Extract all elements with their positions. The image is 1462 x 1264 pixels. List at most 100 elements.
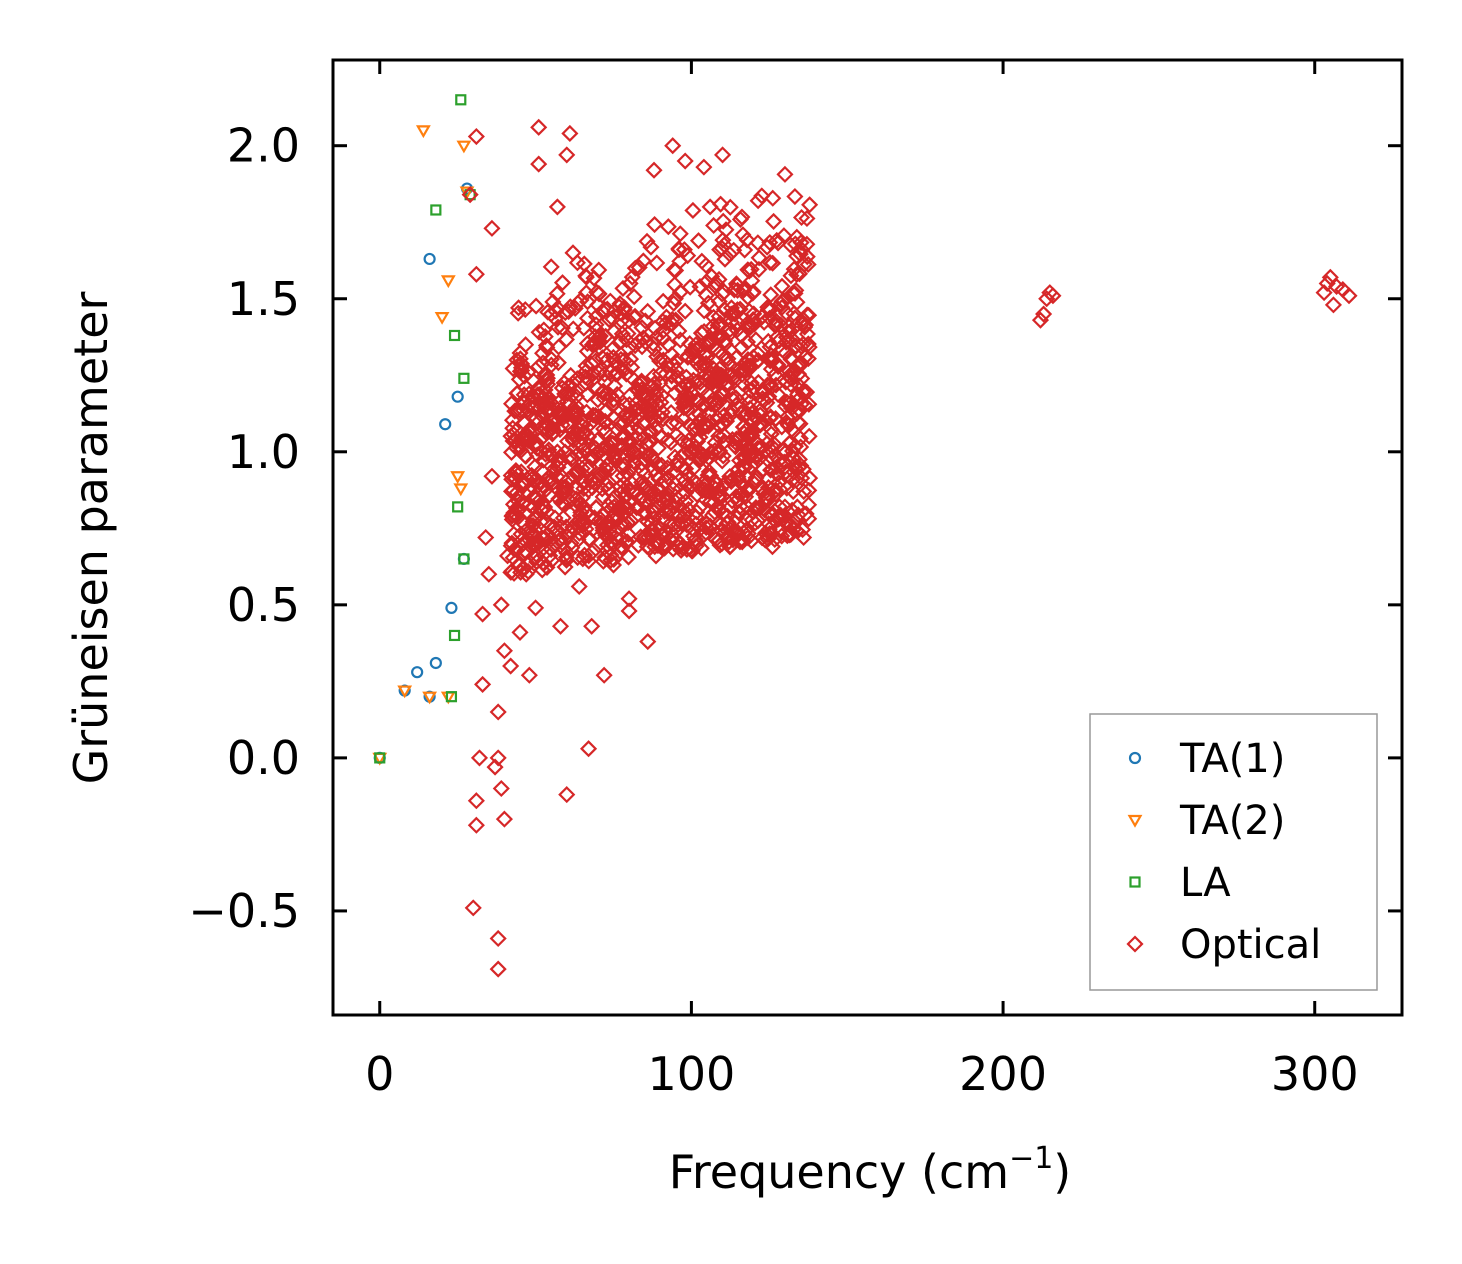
optical-point: [512, 463, 530, 481]
optical-point: [676, 507, 694, 525]
optical-point: [751, 416, 769, 434]
optical-point: [791, 415, 809, 433]
optical-point: [566, 406, 584, 424]
optical-point: [616, 396, 634, 414]
optical-point: [776, 165, 794, 183]
optical-point: [665, 463, 683, 481]
optical-point: [682, 383, 700, 401]
optical-point: [672, 431, 691, 449]
optical-point: [761, 409, 779, 427]
y-tick-label: −0.5: [188, 884, 300, 938]
optical-point: [533, 561, 551, 579]
optical-point: [716, 250, 734, 268]
optical-point: [586, 473, 604, 491]
x-axis-label: Frequency (cm−1): [669, 1141, 1072, 1199]
optical-point: [627, 428, 645, 446]
optical-point: [534, 344, 552, 362]
optical-point: [696, 358, 714, 376]
optical-point: [639, 633, 657, 651]
optical-point: [789, 506, 807, 524]
optical-point: [692, 450, 711, 468]
optical-point: [512, 354, 530, 372]
optical-point: [1340, 287, 1358, 305]
optical-point: [695, 322, 713, 341]
legend-la-marker: [1129, 876, 1141, 888]
optical-point: [739, 529, 757, 547]
optical-point: [697, 515, 715, 533]
optical-point: [510, 299, 528, 317]
optical-point: [651, 352, 669, 370]
optical-point: [698, 273, 716, 291]
ta-2-point: [415, 125, 431, 139]
optical-point: [570, 577, 588, 596]
optical-point: [639, 302, 657, 320]
optical-point: [714, 447, 732, 465]
optical-point: [788, 357, 806, 375]
optical-point: [697, 417, 715, 435]
optical-point: [736, 510, 755, 528]
optical-point: [533, 477, 552, 495]
optical-point: [546, 309, 564, 328]
optical-point: [796, 348, 814, 366]
optical-point: [474, 675, 492, 693]
optical-point: [520, 421, 538, 439]
x-tick-label: 300: [1271, 1047, 1359, 1101]
optical-point: [614, 279, 632, 297]
la-point: [458, 553, 470, 565]
optical-point: [729, 524, 747, 542]
optical-point: [698, 348, 716, 366]
optical-point: [542, 305, 560, 323]
optical-point: [625, 288, 643, 306]
optical-point: [1038, 290, 1056, 308]
optical-point: [738, 357, 757, 375]
optical-point: [516, 542, 534, 560]
optical-point: [598, 456, 616, 474]
optical-point: [644, 460, 663, 478]
optical-point: [620, 339, 638, 357]
optical-point: [549, 354, 567, 372]
optical-point: [461, 186, 479, 204]
optical-point: [657, 535, 675, 554]
optical-point: [632, 374, 651, 392]
optical-point: [736, 458, 754, 477]
optical-point: [754, 460, 772, 478]
optical-point: [765, 435, 783, 453]
optical-point: [1044, 287, 1062, 305]
optical-point: [668, 414, 686, 432]
optical-point: [631, 490, 649, 508]
optical-point: [711, 480, 729, 499]
optical-point: [709, 498, 727, 516]
optical-point: [585, 269, 603, 287]
optical-point: [800, 395, 818, 413]
optical-point: [527, 508, 545, 526]
optical-point: [619, 410, 637, 428]
optical-point: [474, 605, 492, 623]
legend-ta-1-label: TA(1): [1179, 736, 1285, 782]
optical-point: [790, 265, 809, 283]
optical-point: [510, 370, 528, 388]
optical-point: [504, 432, 522, 450]
data-markers: [372, 94, 1358, 978]
optical-point: [492, 596, 510, 614]
optical-point: [519, 363, 537, 381]
optical-point: [547, 536, 565, 554]
optical-point: [740, 446, 758, 464]
optical-point: [766, 530, 784, 549]
optical-point: [626, 259, 644, 277]
optical-point: [573, 489, 591, 507]
optical-point: [671, 331, 689, 349]
optical-point: [558, 786, 576, 804]
optical-point: [758, 526, 776, 544]
optical-point: [515, 394, 533, 412]
optical-point: [650, 480, 668, 498]
optical-point: [629, 400, 647, 418]
optical-point: [538, 558, 556, 576]
optical-point: [604, 442, 622, 460]
optical-point: [801, 196, 819, 214]
optical-point: [664, 480, 682, 498]
optical-point: [785, 260, 803, 278]
optical-point: [580, 552, 598, 570]
optical-point: [754, 381, 772, 399]
optical-point: [707, 274, 725, 293]
optical-point: [773, 292, 791, 310]
